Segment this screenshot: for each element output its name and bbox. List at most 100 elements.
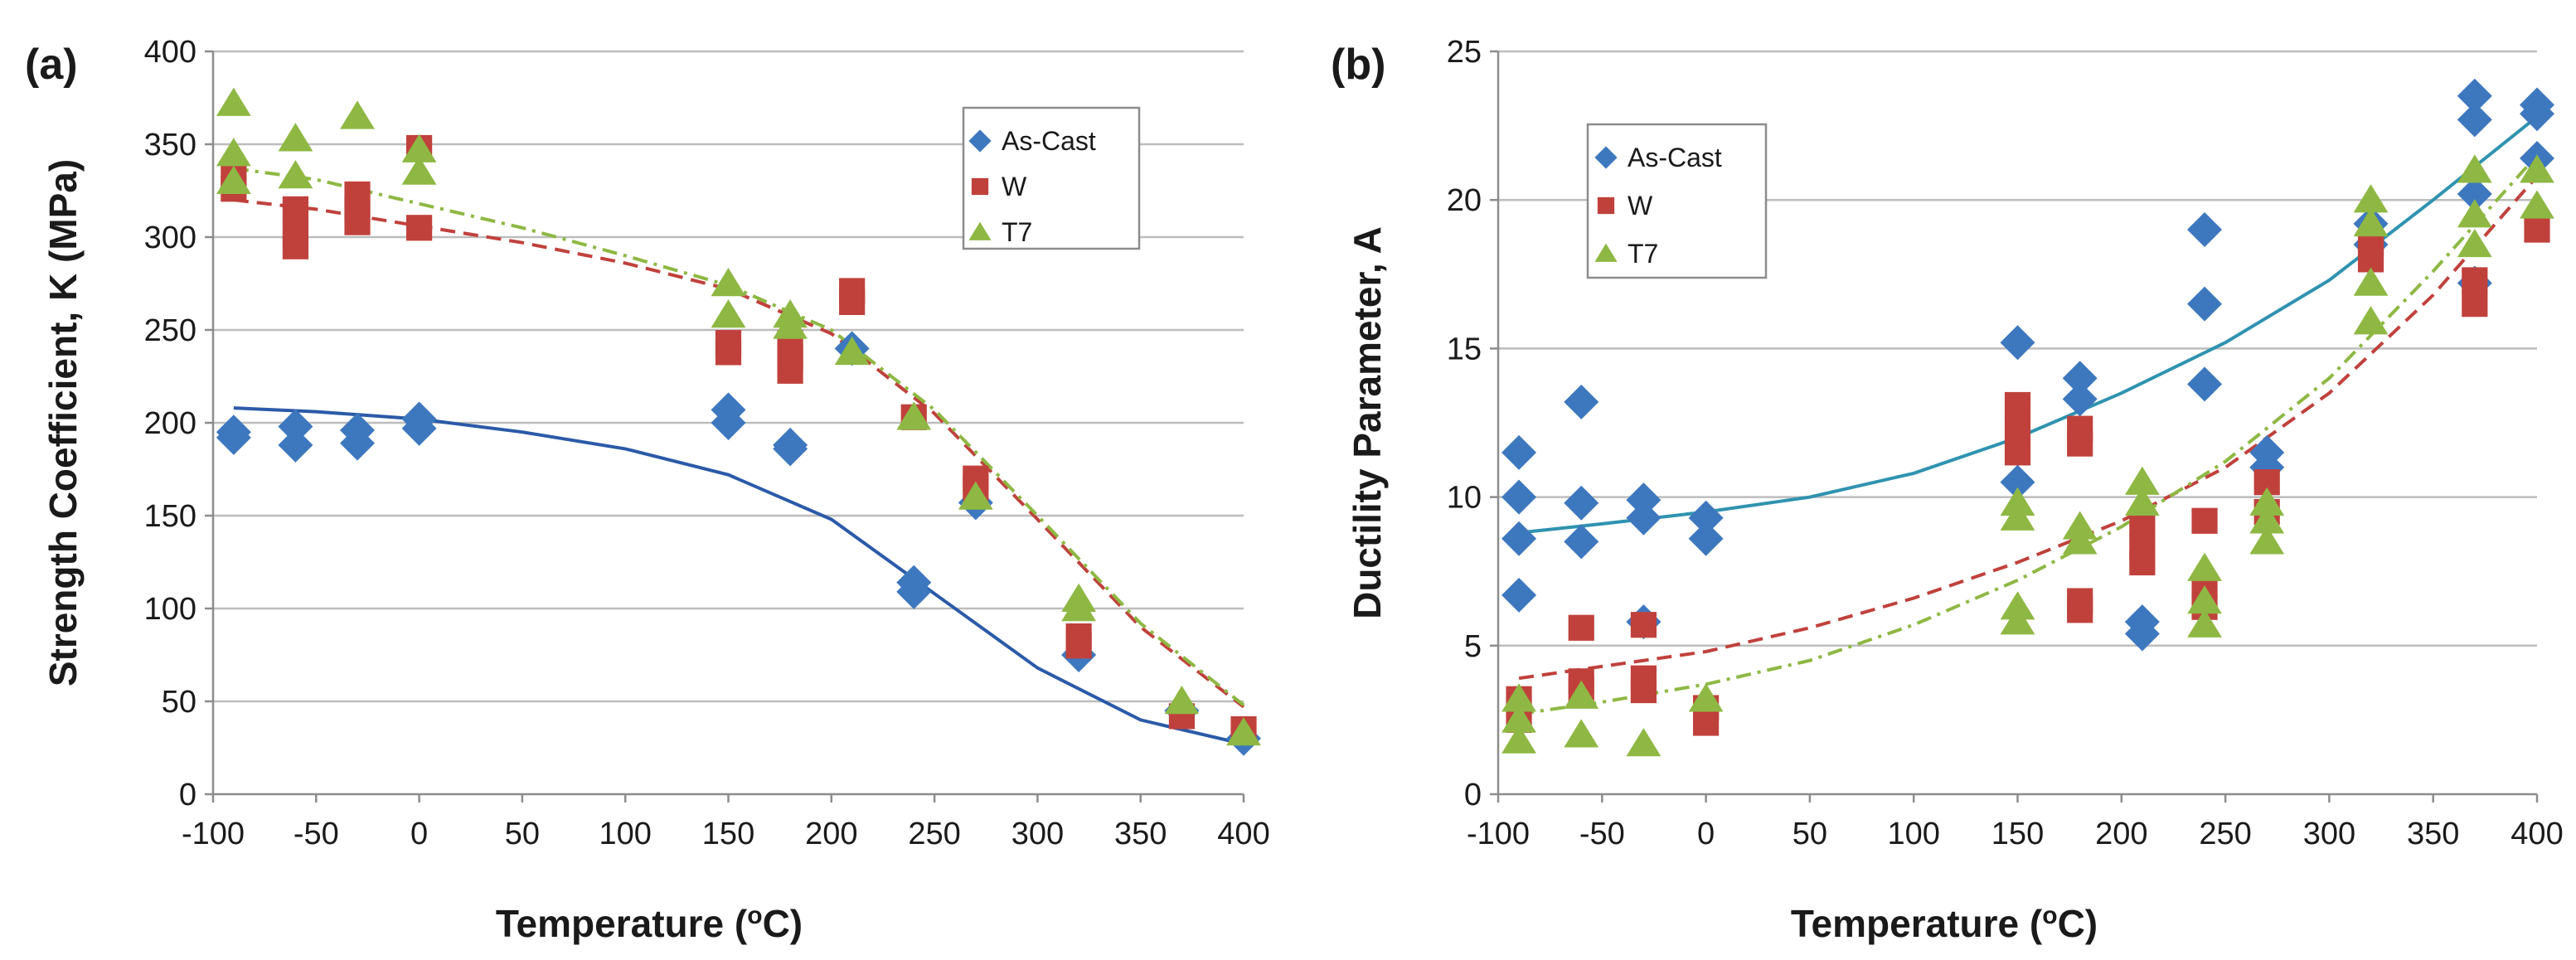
y-tick-label-0: 0	[179, 778, 196, 812]
data-point-1-2-2	[1501, 683, 1536, 712]
data-point-1-0-0	[1501, 577, 1537, 613]
data-point-1-0-1	[1501, 521, 1537, 556]
legend: As-Cast W T7	[962, 106, 1141, 250]
data-point-1-0-6	[1564, 384, 1599, 419]
data-point-1-0-26	[2457, 177, 2492, 212]
data-point-1-1-14	[2067, 588, 2093, 614]
data-point-0-1-8	[406, 215, 433, 241]
data-point-1-1-4	[1568, 614, 1594, 641]
data-point-1-0-11	[1688, 500, 1724, 536]
y-tick-label-5: 250	[144, 313, 196, 348]
chart-panel-a: 0 50 100 150 200 250 300 350 400 -100 -50 0 50 100 15…	[25, 35, 1270, 945]
panel-label: (b)	[1331, 41, 1385, 89]
data-point-1-0-10	[1688, 521, 1724, 556]
y-tick-label-6: 300	[144, 221, 196, 255]
data-point-1-2-15	[2187, 608, 2222, 638]
fit-curve-w	[233, 198, 1245, 709]
x-tick-label-9: 350	[1114, 817, 1167, 851]
legend-label-t7: T7	[1628, 239, 1658, 269]
data-point-0-2-14	[958, 481, 993, 510]
x-tick-label-0: -100	[182, 817, 245, 851]
data-point-1-1-7	[1630, 612, 1657, 638]
x-axis-title-unit: C)	[2058, 902, 2098, 945]
data-point-1-0-19	[2187, 286, 2223, 322]
y-tick-label-3: 15	[1447, 332, 1482, 366]
data-point-1-0-28	[2457, 78, 2492, 114]
legend-marker-as-cast	[968, 129, 992, 153]
data-point-1-2-11	[2062, 526, 2098, 555]
y-tick-label-5: 25	[1447, 35, 1482, 70]
data-point-0-0-3	[278, 409, 313, 444]
data-point-0-2-0	[216, 165, 251, 194]
x-tick-labels: -100 -50 0 50 100 150 200 250 300 350 400	[182, 817, 1270, 851]
legend-label-as-cast: As-Cast	[1628, 143, 1722, 172]
data-point-1-2-28	[2520, 190, 2554, 219]
data-point-1-1-11	[2004, 415, 2031, 442]
data-point-0-1-3	[282, 220, 309, 247]
axes	[1490, 50, 2539, 802]
legend-marker-as-cast	[1594, 146, 1618, 169]
data-point-1-2-18	[2249, 526, 2285, 555]
x-tick-label-7: 250	[908, 817, 960, 851]
data-point-1-2-29	[2520, 154, 2554, 183]
data-point-1-2-10	[2000, 487, 2035, 516]
y-tick-label-0: 0	[1464, 778, 1482, 812]
legend-label-as-cast: As-Cast	[1002, 126, 1096, 156]
data-point-0-0-1	[216, 415, 251, 450]
series-t7	[216, 87, 1261, 746]
data-point-1-2-13	[2124, 487, 2160, 516]
data-point-1-1-6	[1630, 665, 1657, 691]
data-point-1-0-9	[1626, 482, 1662, 518]
y-tick-label-2: 10	[1447, 481, 1482, 516]
data-point-1-1-16	[2067, 415, 2093, 442]
data-point-1-0-14	[2062, 381, 2098, 417]
fit-curve-as-cast	[233, 406, 1244, 746]
data-point-1-1-10	[2004, 439, 2031, 466]
data-point-1-2-25	[2457, 228, 2492, 258]
data-point-0-2-4	[278, 123, 313, 152]
x-axis-title-main: Temperature	[496, 902, 724, 945]
data-point-1-2-26	[2457, 199, 2492, 228]
y-tick-label-7: 350	[144, 128, 196, 162]
data-point-1-0-8	[1626, 500, 1662, 536]
data-point-1-1-29	[2524, 216, 2550, 243]
data-point-1-2-5	[1626, 728, 1662, 757]
axes	[205, 50, 1245, 802]
data-point-1-0-2	[1501, 479, 1537, 515]
x-tick-label-2: 0	[410, 817, 428, 851]
data-point-1-2-14	[2124, 466, 2160, 495]
data-point-0-1-21	[1065, 623, 1092, 650]
data-point-1-0-20	[2187, 212, 2223, 248]
legend-box	[1586, 123, 1768, 279]
data-point-1-0-5	[1564, 485, 1599, 521]
legend-marker-w	[971, 177, 989, 196]
data-point-0-1-11	[715, 330, 742, 356]
y-tick-label-1: 5	[1464, 629, 1482, 664]
x-tick-labels: -100 -50 0 50 100 150 200 250 300 350 400	[1467, 817, 2564, 851]
data-point-0-1-4	[282, 196, 309, 222]
data-point-1-0-22	[2249, 434, 2285, 470]
data-point-0-2-8	[711, 299, 746, 328]
data-point-0-1-7	[344, 181, 371, 208]
data-point-1-0-15	[2062, 361, 2098, 396]
data-point-0-0-7	[401, 401, 437, 437]
data-point-1-1-12	[2004, 391, 2031, 419]
data-point-0-2-17	[1164, 686, 1200, 715]
y-tick-label-3: 150	[144, 499, 196, 534]
panel-label: (a)	[25, 41, 78, 89]
data-point-1-0-4	[1564, 524, 1599, 560]
data-point-1-2-9	[2000, 502, 2035, 531]
x-tick-label-10: 400	[1217, 817, 1269, 851]
data-points	[216, 87, 1261, 756]
x-tick-label-4: 100	[1887, 817, 1939, 851]
data-point-1-0-18	[2187, 366, 2223, 402]
data-point-0-0-14	[896, 565, 932, 600]
legend-box	[962, 106, 1141, 250]
data-point-1-0-12	[2000, 464, 2035, 500]
data-point-1-0-17	[2124, 604, 2160, 640]
y-tick-label-4: 200	[144, 406, 196, 441]
data-point-1-2-23	[2353, 207, 2389, 237]
data-point-0-0-9	[711, 392, 746, 428]
data-point-0-1-16	[839, 278, 866, 304]
